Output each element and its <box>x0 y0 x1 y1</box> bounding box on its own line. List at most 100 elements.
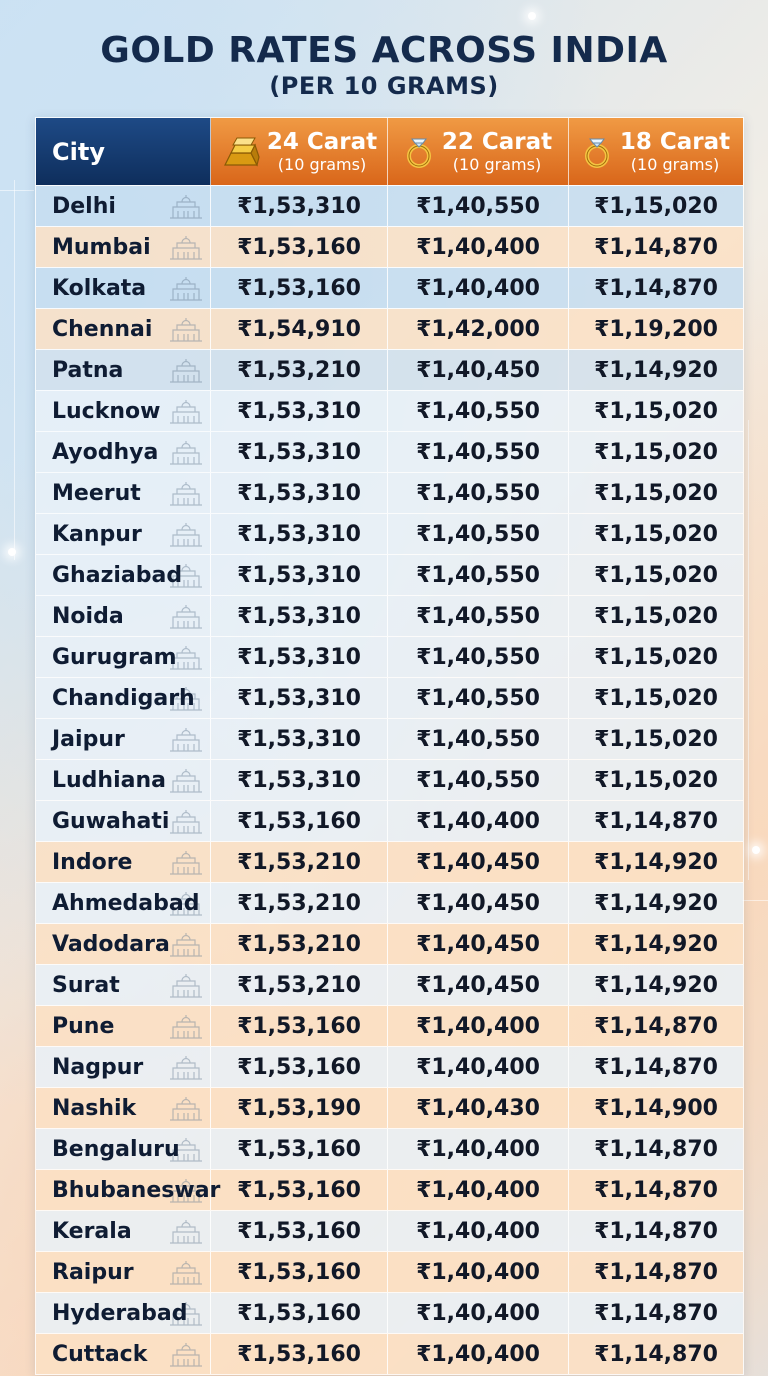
landmark-icon <box>168 685 204 717</box>
table-row: Jaipur ₹1,53,310 ₹1,40,550 ₹1,15,020 <box>36 718 743 759</box>
table-row: Patna ₹1,53,210 ₹1,40,450 ₹1,14,920 <box>36 349 743 390</box>
rate-18-carat: ₹1,14,870 <box>569 801 743 841</box>
rate-22-carat: ₹1,40,400 <box>388 1293 569 1333</box>
rate-24-carat: ₹1,53,160 <box>211 1252 388 1292</box>
city-name: Gurugram <box>52 644 177 670</box>
rate-22-carat: ₹1,40,550 <box>388 555 569 595</box>
rate-18-carat: ₹1,14,870 <box>569 1170 743 1210</box>
city-name: Lucknow <box>52 398 161 424</box>
table-row: Delhi ₹1,53,310 ₹1,40,550 ₹1,15,020 <box>36 185 743 226</box>
table-row: Meerut ₹1,53,310 ₹1,40,550 ₹1,15,020 <box>36 472 743 513</box>
header-24-carat-unit: (10 grams) <box>277 154 367 174</box>
table-row: Kanpur ₹1,53,310 ₹1,40,550 ₹1,15,020 <box>36 513 743 554</box>
city-cell: Cuttack <box>36 1334 211 1374</box>
landmark-icon <box>168 890 204 922</box>
rate-24-carat: ₹1,53,160 <box>211 1047 388 1087</box>
city-name: Mumbai <box>52 234 151 260</box>
header-24-carat: 24 Carat (10 grams) <box>211 118 388 185</box>
rate-24-carat: ₹1,53,160 <box>211 227 388 267</box>
rate-22-carat: ₹1,40,450 <box>388 842 569 882</box>
rate-18-carat: ₹1,14,920 <box>569 350 743 390</box>
rate-24-carat: ₹1,53,310 <box>211 555 388 595</box>
city-name: Chennai <box>52 316 153 342</box>
rate-24-carat: ₹1,53,310 <box>211 432 388 472</box>
rate-18-carat: ₹1,14,870 <box>569 1129 743 1169</box>
city-name: Cuttack <box>52 1341 148 1367</box>
rate-22-carat: ₹1,40,400 <box>388 1252 569 1292</box>
city-cell: Ayodhya <box>36 432 211 472</box>
city-name: Kolkata <box>52 275 147 301</box>
landmark-icon <box>168 1136 204 1168</box>
header-18-carat-label: 18 Carat <box>619 128 731 155</box>
landmark-icon <box>168 603 204 635</box>
landmark-icon <box>168 193 204 225</box>
rate-24-carat: ₹1,53,160 <box>211 1006 388 1046</box>
circuit-line <box>0 190 34 191</box>
table-row: Surat ₹1,53,210 ₹1,40,450 ₹1,14,920 <box>36 964 743 1005</box>
table-row: Nashik ₹1,53,190 ₹1,40,430 ₹1,14,900 <box>36 1087 743 1128</box>
table-row: Bengaluru ₹1,53,160 ₹1,40,400 ₹1,14,870 <box>36 1128 743 1169</box>
landmark-icon <box>168 849 204 881</box>
rate-18-carat: ₹1,14,870 <box>569 1293 743 1333</box>
table-row: Bhubaneswar ₹1,53,160 ₹1,40,400 ₹1,14,870 <box>36 1169 743 1210</box>
rate-24-carat: ₹1,53,190 <box>211 1088 388 1128</box>
rate-18-carat: ₹1,14,920 <box>569 965 743 1005</box>
rate-22-carat: ₹1,40,450 <box>388 924 569 964</box>
rate-24-carat: ₹1,53,310 <box>211 719 388 759</box>
table-row: Nagpur ₹1,53,160 ₹1,40,400 ₹1,14,870 <box>36 1046 743 1087</box>
landmark-icon <box>168 1095 204 1127</box>
city-cell: Ahmedabad <box>36 883 211 923</box>
rate-24-carat: ₹1,53,160 <box>211 1129 388 1169</box>
city-name: Bhubaneswar <box>52 1177 221 1203</box>
table-row: Kerala ₹1,53,160 ₹1,40,400 ₹1,14,870 <box>36 1210 743 1251</box>
rate-18-carat: ₹1,15,020 <box>569 678 743 718</box>
city-name: Ludhiana <box>52 767 166 793</box>
city-cell: Indore <box>36 842 211 882</box>
header-18-carat-unit: (10 grams) <box>630 154 720 174</box>
header-22-carat-label: 22 Carat <box>441 128 553 155</box>
header-22-carat: 22 Carat (10 grams) <box>388 118 569 185</box>
city-cell: Chandigarh <box>36 678 211 718</box>
rate-24-carat: ₹1,53,310 <box>211 391 388 431</box>
city-cell: Guwahati <box>36 801 211 841</box>
city-name: Surat <box>52 972 120 998</box>
city-name: Jaipur <box>52 726 125 752</box>
city-cell: Vadodara <box>36 924 211 964</box>
rate-24-carat: ₹1,53,160 <box>211 801 388 841</box>
city-name: Meerut <box>52 480 141 506</box>
rate-18-carat: ₹1,15,020 <box>569 596 743 636</box>
table-row: Mumbai ₹1,53,160 ₹1,40,400 ₹1,14,870 <box>36 226 743 267</box>
city-name: Chandigarh <box>52 685 195 711</box>
rate-22-carat: ₹1,40,400 <box>388 1047 569 1087</box>
rate-22-carat: ₹1,40,400 <box>388 1334 569 1374</box>
rate-22-carat: ₹1,40,550 <box>388 473 569 513</box>
rate-18-carat: ₹1,15,020 <box>569 719 743 759</box>
rate-18-carat: ₹1,15,020 <box>569 432 743 472</box>
gold-ring-icon <box>582 135 614 169</box>
city-name: Guwahati <box>52 808 170 834</box>
city-name: Kerala <box>52 1218 132 1244</box>
rate-24-carat: ₹1,53,310 <box>211 186 388 226</box>
city-cell: Delhi <box>36 186 211 226</box>
city-name: Bengaluru <box>52 1136 180 1162</box>
rate-22-carat: ₹1,40,550 <box>388 596 569 636</box>
table-row: Hyderabad ₹1,53,160 ₹1,40,400 ₹1,14,870 <box>36 1292 743 1333</box>
table-row: Guwahati ₹1,53,160 ₹1,40,400 ₹1,14,870 <box>36 800 743 841</box>
landmark-icon <box>168 398 204 430</box>
table-row: Ludhiana ₹1,53,310 ₹1,40,550 ₹1,15,020 <box>36 759 743 800</box>
rate-18-carat: ₹1,14,870 <box>569 1252 743 1292</box>
city-cell: Ghaziabad <box>36 555 211 595</box>
table-row: Kolkata ₹1,53,160 ₹1,40,400 ₹1,14,870 <box>36 267 743 308</box>
rate-18-carat: ₹1,14,870 <box>569 1047 743 1087</box>
rate-22-carat: ₹1,40,550 <box>388 760 569 800</box>
rate-22-carat: ₹1,40,450 <box>388 883 569 923</box>
city-cell: Chennai <box>36 309 211 349</box>
city-cell: Kerala <box>36 1211 211 1251</box>
city-name: Kanpur <box>52 521 142 547</box>
rate-18-carat: ₹1,14,870 <box>569 1006 743 1046</box>
rate-22-carat: ₹1,40,400 <box>388 1006 569 1046</box>
table-header: City 24 Carat (10 grams) <box>36 118 743 185</box>
city-cell: Mumbai <box>36 227 211 267</box>
table-row: Chandigarh ₹1,53,310 ₹1,40,550 ₹1,15,020 <box>36 677 743 718</box>
landmark-icon <box>168 357 204 389</box>
